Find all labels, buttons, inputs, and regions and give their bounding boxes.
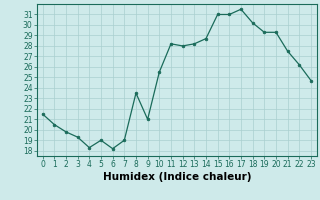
X-axis label: Humidex (Indice chaleur): Humidex (Indice chaleur)	[102, 172, 251, 182]
